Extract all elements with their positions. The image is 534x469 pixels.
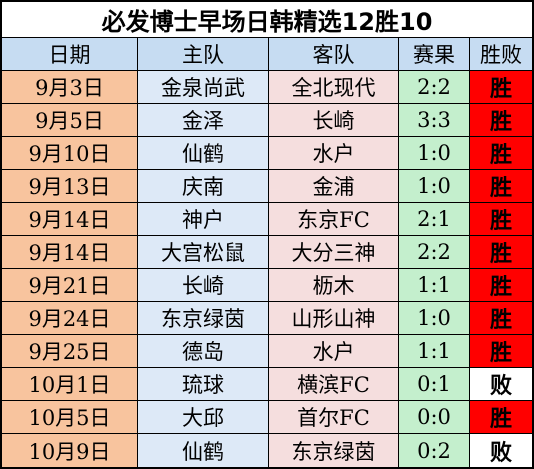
home-team-cell: 仙鹤 [138,434,269,467]
away-team-cell: 水户 [269,335,399,368]
away-team-cell: 金浦 [269,170,399,203]
result-cell: 胜 [470,302,532,335]
away-team-cell: 首尔FC [269,401,399,434]
home-team-cell: 长崎 [138,269,269,302]
result-cell: 胜 [470,71,532,104]
result-cell: 胜 [470,236,532,269]
score-cell: 0:2 [399,434,470,467]
away-team-cell: 东京绿茵 [269,434,399,467]
away-team-cell: 长崎 [269,104,399,137]
header-away-team: 客队 [269,38,399,71]
date-cell: 10月9日 [2,434,138,467]
header-date: 日期 [2,38,138,71]
away-team-cell: 枥木 [269,269,399,302]
away-team-cell: 大分三神 [269,236,399,269]
score-cell: 1:0 [399,137,470,170]
score-cell: 1:0 [399,170,470,203]
home-team-cell: 庆南 [138,170,269,203]
result-cell: 胜 [470,104,532,137]
result-cell: 胜 [470,269,532,302]
date-cell: 10月5日 [2,401,138,434]
date-cell: 9月14日 [2,236,138,269]
home-team-cell: 大宫松鼠 [138,236,269,269]
score-cell: 1:0 [399,302,470,335]
home-team-cell: 金泽 [138,104,269,137]
result-cell: 胜 [470,203,532,236]
header-home-team: 主队 [138,38,269,71]
date-cell: 9月21日 [2,269,138,302]
home-team-cell: 大邱 [138,401,269,434]
away-team-cell: 全北现代 [269,71,399,104]
home-team-cell: 东京绿茵 [138,302,269,335]
home-team-cell: 神户 [138,203,269,236]
away-team-cell: 山形山神 [269,302,399,335]
table-title: 必发博士早场日韩精选12胜10 [2,2,532,38]
result-cell: 胜 [470,170,532,203]
result-cell: 胜 [470,401,532,434]
date-cell: 10月1日 [2,368,138,401]
score-cell: 0:1 [399,368,470,401]
header-result: 胜败 [470,38,532,71]
date-cell: 9月24日 [2,302,138,335]
date-cell: 9月14日 [2,203,138,236]
date-cell: 9月10日 [2,137,138,170]
result-cell: 败 [470,368,532,401]
away-team-cell: 横滨FC [269,368,399,401]
score-cell: 2:2 [399,236,470,269]
result-cell: 败 [470,434,532,467]
date-cell: 9月5日 [2,104,138,137]
header-score: 赛果 [399,38,470,71]
date-cell: 9月13日 [2,170,138,203]
away-team-cell: 水户 [269,137,399,170]
score-cell: 2:2 [399,71,470,104]
home-team-cell: 仙鹤 [138,137,269,170]
result-cell: 胜 [470,137,532,170]
score-cell: 0:0 [399,401,470,434]
score-cell: 2:1 [399,203,470,236]
score-cell: 1:1 [399,335,470,368]
result-cell: 胜 [470,335,532,368]
home-team-cell: 德岛 [138,335,269,368]
home-team-cell: 琉球 [138,368,269,401]
date-cell: 9月3日 [2,71,138,104]
score-cell: 3:3 [399,104,470,137]
away-team-cell: 东京FC [269,203,399,236]
date-cell: 9月25日 [2,335,138,368]
home-team-cell: 金泉尚武 [138,71,269,104]
score-cell: 1:1 [399,269,470,302]
